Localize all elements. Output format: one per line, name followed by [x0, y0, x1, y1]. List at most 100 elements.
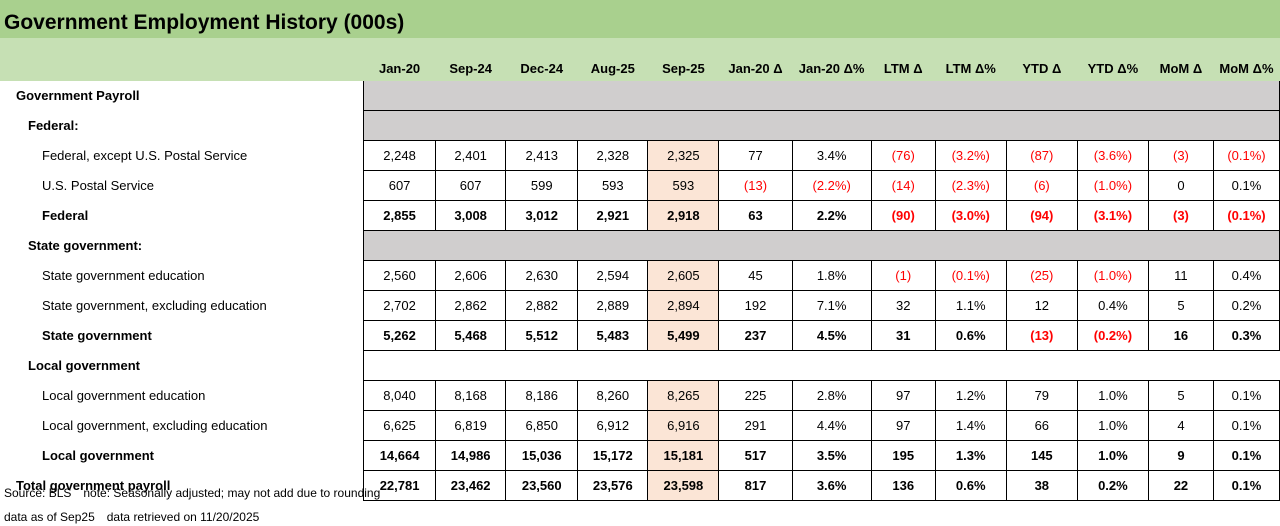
table-cell: 607 — [363, 170, 437, 201]
table-cell: 225 — [718, 380, 793, 411]
table-cell: (1.0%) — [1076, 260, 1149, 291]
table-cell: 5,499 — [647, 320, 720, 351]
table-cell: 0.1% — [1212, 170, 1280, 201]
table-cell: 2,630 — [505, 260, 579, 291]
table-cell: 2,605 — [647, 260, 720, 291]
table-cell: 2,882 — [505, 290, 579, 321]
section-band — [363, 110, 1280, 141]
table-cell: (0.1%) — [1212, 200, 1280, 231]
table-row: Local government education 8,040 8,168 8,18… — [0, 380, 1280, 411]
table-cell: (6) — [1005, 170, 1078, 201]
table-cell: 1.4% — [934, 410, 1007, 441]
table-cell: (13) — [1005, 320, 1078, 351]
table-cell: 5,483 — [577, 320, 649, 351]
row-label: U.S. Postal Service — [0, 170, 365, 201]
table-cell: 38 — [1005, 470, 1078, 501]
table-cell: 2.8% — [791, 380, 872, 411]
table-row: Federal, except U.S. Postal Service 2,248… — [0, 140, 1280, 171]
table-cell: (0.1%) — [1212, 140, 1280, 171]
table-cell: 1.8% — [791, 260, 872, 291]
table-cell: 1.3% — [934, 440, 1007, 471]
table-cell: 77 — [718, 140, 793, 171]
table-cell: (0.1%) — [934, 260, 1007, 291]
table-cell: 23,598 — [647, 470, 720, 501]
table-cell: 14,664 — [363, 440, 437, 471]
table-cell: 0.4% — [1212, 260, 1280, 291]
table-cell: 5,468 — [435, 320, 507, 351]
table-cell: 15,181 — [647, 440, 720, 471]
table-cell: 32 — [870, 290, 936, 321]
table-cell: (87) — [1005, 140, 1078, 171]
row-label: Government Payroll — [0, 80, 365, 111]
table-cell: 5 — [1147, 290, 1214, 321]
row-label: Local government, excluding education — [0, 410, 365, 441]
table-cell: 599 — [505, 170, 579, 201]
table-cell: (90) — [870, 200, 936, 231]
table-cell: 8,260 — [577, 380, 649, 411]
table-cell: 0 — [1147, 170, 1214, 201]
table-cell: 2,702 — [363, 290, 437, 321]
table-cell: 3.6% — [791, 470, 872, 501]
table-cell: 195 — [870, 440, 936, 471]
data-as-of-text: data as of Sep25 — [4, 510, 95, 524]
subtotal-row: State government 5,262 5,468 5,512 5,483 5,49… — [0, 320, 1280, 351]
footer-line-2: data as of Sep25 data retrieved on 11/20/… — [4, 510, 259, 524]
table-cell: 593 — [647, 170, 720, 201]
table-cell: 0.3% — [1212, 320, 1280, 351]
column-header: LTM Δ% — [935, 38, 1007, 81]
table-cell: 5,512 — [505, 320, 579, 351]
table-cell: 2,401 — [435, 140, 507, 171]
table-cell: 2,894 — [647, 290, 720, 321]
subtotal-row: Federal 2,855 3,008 3,012 2,921 2,918 63 2.2% (9… — [0, 200, 1280, 231]
table-cell: 2,560 — [363, 260, 437, 291]
table-cell: 4.5% — [791, 320, 872, 351]
table-cell: (2.2%) — [791, 170, 872, 201]
table-cell: 6,916 — [647, 410, 720, 441]
table-cell: 6,912 — [577, 410, 649, 441]
table-cell: (94) — [1005, 200, 1078, 231]
row-label: Local government — [0, 440, 365, 471]
column-header: Aug-25 — [577, 38, 648, 81]
table-row: Local government, excluding education 6,6… — [0, 410, 1280, 441]
table-cell: 2,918 — [647, 200, 720, 231]
row-label: State government education — [0, 260, 365, 291]
table-cell: 4.4% — [791, 410, 872, 441]
table-cell: 23,560 — [505, 470, 579, 501]
table-cell: 12 — [1005, 290, 1078, 321]
column-header: YTD Δ — [1006, 38, 1078, 81]
table-cell: 2,855 — [363, 200, 437, 231]
employment-table: Jan-20 Sep-24 Dec-24 Aug-25 Sep-25 Jan-20 Δ Ja… — [0, 38, 1280, 501]
table-cell: 0.6% — [934, 320, 1007, 351]
table-cell: 8,168 — [435, 380, 507, 411]
section-row: State government: — [0, 230, 1280, 261]
table-cell: (0.2%) — [1076, 320, 1149, 351]
table-cell: 22,781 — [363, 470, 437, 501]
table-cell: 291 — [718, 410, 793, 441]
table-cell: 2,606 — [435, 260, 507, 291]
column-header: YTD Δ% — [1077, 38, 1149, 81]
table-cell: 2,413 — [505, 140, 579, 171]
section-band — [363, 80, 1280, 111]
table-cell: 3.4% — [791, 140, 872, 171]
table-cell: 0.1% — [1212, 410, 1280, 441]
table-cell: 2,889 — [577, 290, 649, 321]
section-band — [363, 230, 1280, 261]
table-cell: (14) — [870, 170, 936, 201]
table-row: State government, excluding education 2,7… — [0, 290, 1280, 321]
table-cell: 0.1% — [1212, 380, 1280, 411]
table-cell: (3) — [1147, 200, 1214, 231]
column-header: MoM Δ — [1148, 38, 1214, 81]
row-label: Federal — [0, 200, 365, 231]
table-cell: 97 — [870, 380, 936, 411]
table-cell: 7.1% — [791, 290, 872, 321]
table-cell: (25) — [1005, 260, 1078, 291]
table-row: U.S. Postal Service 607 607 599 593 593 (13) (2… — [0, 170, 1280, 201]
table-cell: 0.2% — [1076, 470, 1149, 501]
table-cell: 3.5% — [791, 440, 872, 471]
table-cell: 593 — [577, 170, 649, 201]
row-label: Federal, except U.S. Postal Service — [0, 140, 365, 171]
section-row: Government Payroll — [0, 80, 1280, 111]
table-cell: 1.0% — [1076, 380, 1149, 411]
column-header: Jan-20 — [363, 38, 436, 81]
header-row: Jan-20 Sep-24 Dec-24 Aug-25 Sep-25 Jan-20 Δ Ja… — [0, 38, 1280, 81]
